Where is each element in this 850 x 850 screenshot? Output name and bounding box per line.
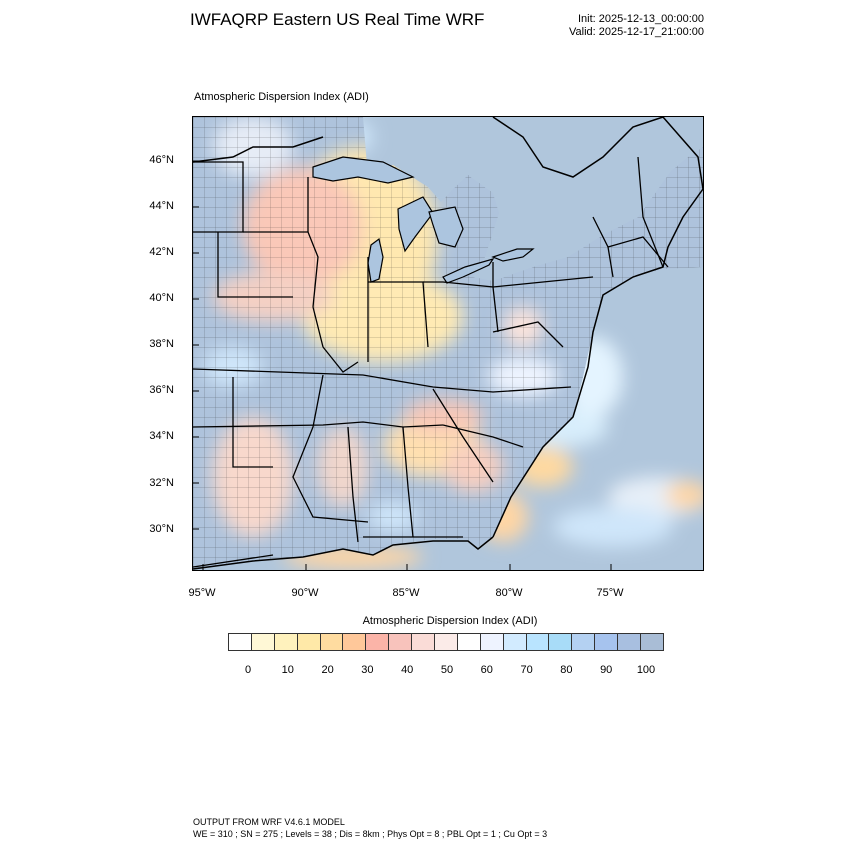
plot-subtitle: Atmospheric Dispersion Index (ADI) — [194, 91, 369, 103]
state-boundaries — [193, 156, 669, 568]
model-footer: OUTPUT FROM WRF V4.6.1 MODEL WE = 310 ; … — [193, 816, 547, 840]
colorbar-tick-label: 10 — [281, 664, 294, 676]
lat-label: 30°N — [149, 523, 174, 535]
footer-line-1: OUTPUT FROM WRF V4.6.1 MODEL — [193, 817, 345, 827]
lat-label: 44°N — [149, 200, 174, 212]
lat-label: 36°N — [149, 384, 174, 396]
lon-label: 75°W — [596, 587, 624, 599]
map-panel — [192, 116, 704, 571]
colorbar — [228, 633, 664, 651]
coastline — [193, 117, 703, 570]
adi-map — [193, 117, 703, 570]
lake-superior — [312, 156, 415, 184]
lon-label: 80°W — [495, 587, 523, 599]
init-time: Init: 2025-12-13_00:00:00 — [578, 13, 704, 25]
frame-ticks — [193, 160, 612, 570]
colorbar-tick-label: 60 — [480, 664, 493, 676]
lon-label: 95°W — [188, 587, 216, 599]
colorbar-swatch — [572, 634, 596, 650]
colorbar-swatch — [480, 634, 504, 650]
colorbar-swatch — [274, 634, 298, 650]
colorbar-tick-label: 80 — [560, 664, 573, 676]
colorbar-swatch — [595, 634, 619, 650]
colorbar-swatch — [526, 634, 550, 650]
colorbar-swatch — [549, 634, 573, 650]
lon-label: 90°W — [291, 587, 319, 599]
colorbar-swatch — [503, 634, 527, 650]
colorbar-title: Atmospheric Dispersion Index (ADI) — [362, 615, 538, 627]
colorbar-swatch — [297, 634, 321, 650]
lat-label: 40°N — [149, 292, 174, 304]
colorbar-tick-label: 50 — [440, 664, 454, 676]
run-times: Init: 2025-12-13_00:00:00 Valid: 2025-12… — [569, 13, 704, 39]
colorbar-tick-label: 90 — [600, 664, 613, 676]
lat-label: 46°N — [149, 154, 174, 166]
valid-time: Valid: 2025-12-17_21:00:00 — [569, 26, 704, 38]
colorbar-swatch — [435, 634, 458, 650]
great-lakes — [312, 156, 535, 284]
colorbar-swatch — [251, 634, 275, 650]
colorbar-swatch — [343, 634, 367, 650]
colorbar-swatch — [366, 634, 390, 650]
main-title: IWFAQRP Eastern US Real Time WRF — [190, 10, 485, 29]
colorbar-swatch — [320, 634, 344, 650]
colorbar-swatch — [412, 634, 436, 650]
lake-ontario — [491, 248, 535, 262]
lat-label: 38°N — [149, 338, 174, 350]
colorbar-swatch — [457, 634, 481, 650]
lat-label: 32°N — [149, 477, 174, 489]
lon-label: 85°W — [392, 587, 420, 599]
colorbar-swatch — [618, 634, 642, 650]
lake-michigan-north — [397, 196, 434, 253]
colorbar-tick-label: 70 — [520, 664, 533, 676]
colorbar-swatch — [229, 634, 252, 650]
lat-label: 42°N — [149, 246, 174, 258]
lat-label: 34°N — [149, 430, 174, 442]
footer-line-2: WE = 310 ; SN = 275 ; Levels = 38 ; Dis … — [193, 829, 548, 839]
colorbar-tick-label: 20 — [321, 664, 334, 676]
colorbar-swatch — [389, 634, 413, 650]
colorbar-tick-label: 0 — [244, 664, 252, 676]
colorbar-tick-label: 100 — [636, 664, 656, 676]
colorbar-tick-label: 30 — [361, 664, 374, 676]
colorbar-swatch — [641, 634, 663, 650]
colorbar-tick-label: 40 — [401, 664, 414, 676]
lake-huron — [428, 206, 464, 248]
